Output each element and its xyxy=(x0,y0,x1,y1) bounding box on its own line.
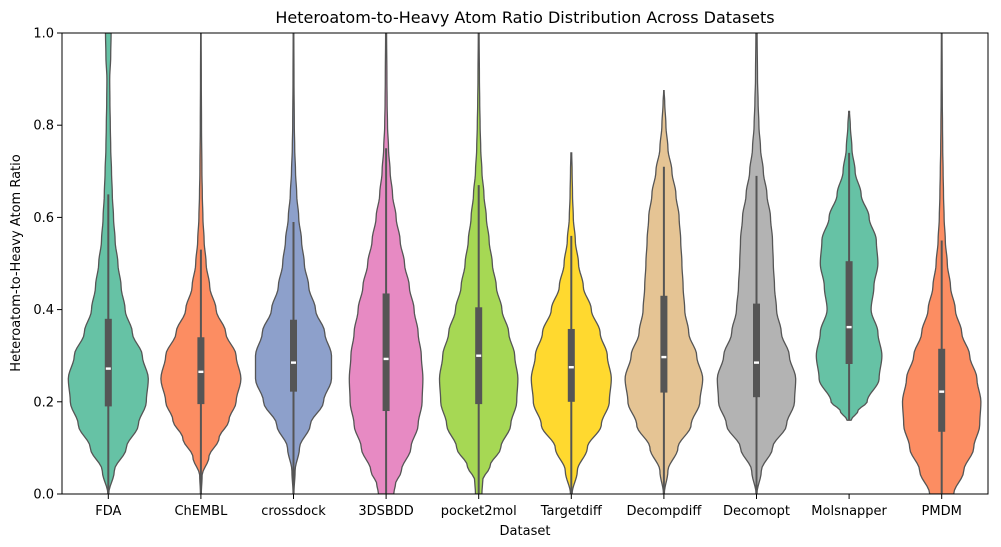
violin-median xyxy=(939,390,945,393)
violin-iqr-box xyxy=(567,328,575,402)
y-axis: 0.0 0.2 0.4 0.6 0.8 1.0 xyxy=(33,27,62,503)
violin-iqr-box xyxy=(290,319,297,392)
violin-iqr-box xyxy=(382,293,390,412)
x-tick-label: Decompdiff xyxy=(626,504,702,519)
violin-Molsnapper xyxy=(815,110,883,421)
plot-frame xyxy=(61,32,989,495)
violin-median xyxy=(383,357,389,361)
violin-median xyxy=(476,354,482,357)
x-axis: FDA ChEMBL crossdock 3DSBDD pocket2mol Target… xyxy=(95,494,962,519)
violin-iqr-box xyxy=(845,261,853,364)
violin-crossdock xyxy=(254,33,333,494)
violin-median xyxy=(105,367,111,370)
violin-iqr-box xyxy=(104,318,112,407)
y-tick-label: 0.0 xyxy=(33,488,54,503)
x-tick-label: Molsnapper xyxy=(811,504,887,519)
violin-median xyxy=(754,361,759,364)
x-axis-title: Dataset xyxy=(500,524,551,539)
x-tick-label: crossdock xyxy=(261,504,326,519)
violin-iqr-box xyxy=(660,295,668,393)
x-tick-label: ChEMBL xyxy=(174,504,228,519)
violin-pocket2mol xyxy=(438,33,519,494)
x-tick-label: 3DSBDD xyxy=(358,504,413,519)
x-tick-label: Targetdiff xyxy=(540,504,603,519)
violin-median xyxy=(846,325,852,329)
violin-Targetdiff xyxy=(530,152,612,494)
x-tick-label: Decomopt xyxy=(723,504,790,519)
chart-title: Heteroatom-to-Heavy Atom Ratio Distribut… xyxy=(275,8,774,27)
violin-FDA xyxy=(67,33,149,494)
violin-iqr-box xyxy=(753,303,760,398)
x-tick-label: FDA xyxy=(95,504,121,519)
y-tick-label: 0.2 xyxy=(33,395,54,410)
violin-ChEMBL xyxy=(160,33,242,494)
y-axis-title: Heteroatom-to-Heavy Atom Ratio xyxy=(9,154,24,371)
violin-median xyxy=(291,361,296,364)
violin-median xyxy=(568,366,574,369)
violin-Decomopt xyxy=(716,33,797,494)
y-tick-label: 1.0 xyxy=(33,27,54,42)
violins-group xyxy=(67,33,982,494)
y-tick-label: 0.6 xyxy=(33,211,54,226)
violin-PMDM xyxy=(901,33,982,494)
x-tick-label: pocket2mol xyxy=(441,504,517,519)
y-tick-label: 0.8 xyxy=(33,119,54,134)
violin-3DSBDD xyxy=(348,33,424,494)
y-tick-label: 0.4 xyxy=(33,303,54,318)
violin-median xyxy=(661,355,667,359)
violin-median xyxy=(198,370,204,374)
violin-Decompdiff xyxy=(624,89,704,494)
violin-iqr-box xyxy=(938,348,946,432)
x-tick-label: PMDM xyxy=(922,504,962,519)
